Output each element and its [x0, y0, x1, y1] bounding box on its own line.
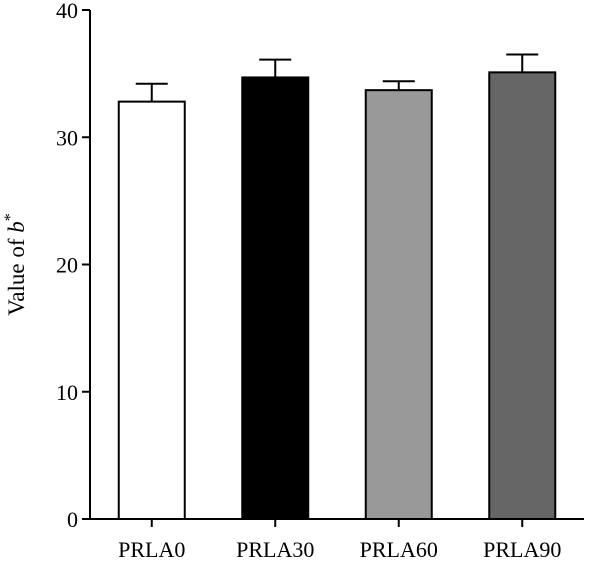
y-axis-label-variable: b — [4, 221, 29, 233]
bar-prla30 — [241, 76, 310, 520]
y-tick-label: 30 — [56, 125, 78, 150]
bar-prla0 — [117, 100, 186, 521]
y-axis-label-prefix: Value of — [4, 233, 29, 316]
y-tick-label: 20 — [56, 253, 78, 278]
y-axis-ticks: 0 10 20 30 40 — [56, 0, 90, 532]
x-tick-label: PRLA30 — [236, 537, 314, 562]
y-tick-label: 10 — [56, 380, 78, 405]
x-tick-label: PRLA0 — [118, 537, 185, 562]
x-axis-ticks: PRLA0 PRLA30 PRLA60 PRLA90 — [118, 519, 561, 562]
y-axis-label-superscript: * — [2, 213, 19, 221]
bar-prla60 — [364, 89, 433, 520]
x-tick-label: PRLA60 — [360, 537, 438, 562]
y-tick-label: 0 — [67, 507, 78, 532]
y-tick-label: 40 — [56, 0, 78, 23]
bars — [117, 53, 557, 521]
bar-prla90 — [488, 71, 557, 520]
y-axis-label: Value of b* — [2, 213, 29, 316]
x-tick-label: PRLA90 — [483, 537, 561, 562]
